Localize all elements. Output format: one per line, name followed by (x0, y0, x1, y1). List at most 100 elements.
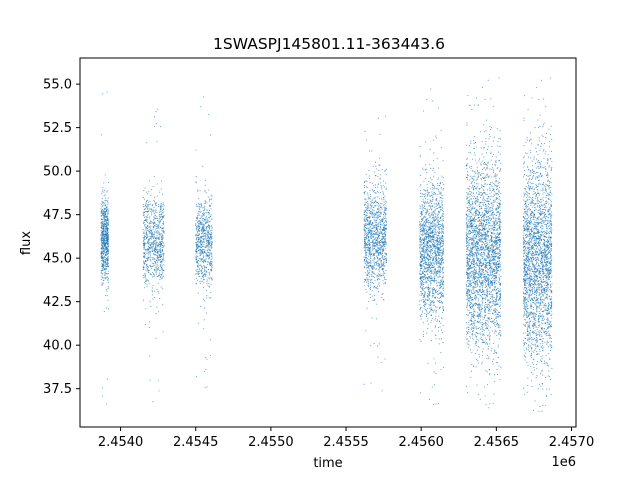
data-point (420, 211, 422, 213)
data-point (152, 228, 154, 230)
data-point (145, 218, 147, 220)
data-point (374, 227, 376, 229)
data-point (419, 240, 421, 243)
data-point (202, 276, 204, 278)
data-point (102, 260, 104, 262)
data-point (159, 242, 161, 244)
data-point (209, 339, 211, 341)
data-point (432, 247, 434, 249)
data-point (435, 291, 437, 293)
data-point (438, 212, 440, 214)
data-point (377, 274, 379, 276)
data-point (377, 208, 379, 210)
data-point (422, 272, 424, 274)
data-point (146, 259, 149, 261)
data-point (100, 275, 102, 277)
data-point (196, 237, 198, 239)
data-point (211, 241, 213, 244)
data-point (145, 242, 147, 244)
data-point (148, 201, 150, 203)
data-point (101, 284, 103, 286)
data-point (421, 247, 423, 249)
data-point (366, 260, 368, 262)
data-point (434, 261, 436, 263)
data-point (421, 255, 423, 257)
data-point (419, 338, 421, 341)
data-point (203, 211, 205, 213)
data-point (385, 222, 387, 224)
data-point (199, 242, 201, 244)
data-point (373, 218, 375, 220)
data-point (105, 211, 108, 213)
chart-title: 1SWASPJ145801.11-363443.6 (213, 35, 445, 53)
data-point (202, 210, 204, 212)
data-point (100, 238, 102, 241)
data-point (431, 212, 433, 214)
data-point (104, 232, 106, 234)
data-point (195, 228, 197, 230)
data-point (200, 264, 202, 266)
data-point (423, 193, 425, 195)
data-point (205, 245, 207, 247)
data-point (203, 239, 205, 241)
data-point (421, 260, 423, 262)
data-point (149, 200, 151, 202)
data-point (420, 279, 422, 281)
data-point (100, 210, 102, 213)
data-point (442, 201, 444, 203)
data-point (430, 321, 432, 323)
data-point (364, 209, 366, 211)
data-point (156, 261, 158, 264)
data-point (439, 275, 441, 277)
data-point (106, 258, 108, 260)
data-point (106, 191, 108, 193)
data-point (384, 169, 386, 171)
data-point (421, 282, 423, 284)
data-point (434, 249, 436, 251)
data-point (374, 245, 376, 247)
data-point (162, 275, 164, 278)
data-point (211, 227, 213, 229)
data-point (365, 224, 367, 226)
data-point (107, 231, 110, 234)
data-point (203, 319, 205, 321)
data-point (427, 233, 429, 236)
data-point (101, 255, 103, 257)
data-point (145, 278, 147, 280)
data-point (377, 291, 379, 293)
data-point (148, 238, 150, 240)
data-point (434, 290, 436, 292)
data-point (434, 223, 436, 225)
data-point (427, 236, 429, 239)
data-point (437, 188, 440, 190)
data-point (148, 223, 150, 225)
data-point (381, 232, 383, 234)
data-point (441, 259, 443, 261)
data-point (429, 271, 431, 273)
data-point (443, 295, 445, 297)
data-point (437, 243, 439, 245)
data-point (432, 169, 434, 171)
data-point (202, 286, 204, 288)
data-point (432, 198, 434, 200)
data-point (160, 180, 163, 182)
data-point (105, 277, 107, 279)
data-point (426, 183, 428, 185)
data-point (143, 267, 145, 269)
data-point (157, 225, 159, 227)
data-point (158, 255, 160, 257)
data-point (426, 232, 428, 234)
data-point (426, 251, 428, 253)
data-point (107, 244, 109, 246)
data-point (433, 384, 435, 386)
data-point (380, 184, 382, 186)
data-point (367, 203, 369, 205)
data-point (157, 380, 159, 382)
data-point (101, 211, 103, 214)
data-point (425, 164, 427, 166)
data-point (441, 331, 443, 334)
data-point (365, 330, 367, 332)
data-point (430, 300, 432, 302)
data-point (374, 274, 376, 276)
data-point (432, 244, 434, 246)
